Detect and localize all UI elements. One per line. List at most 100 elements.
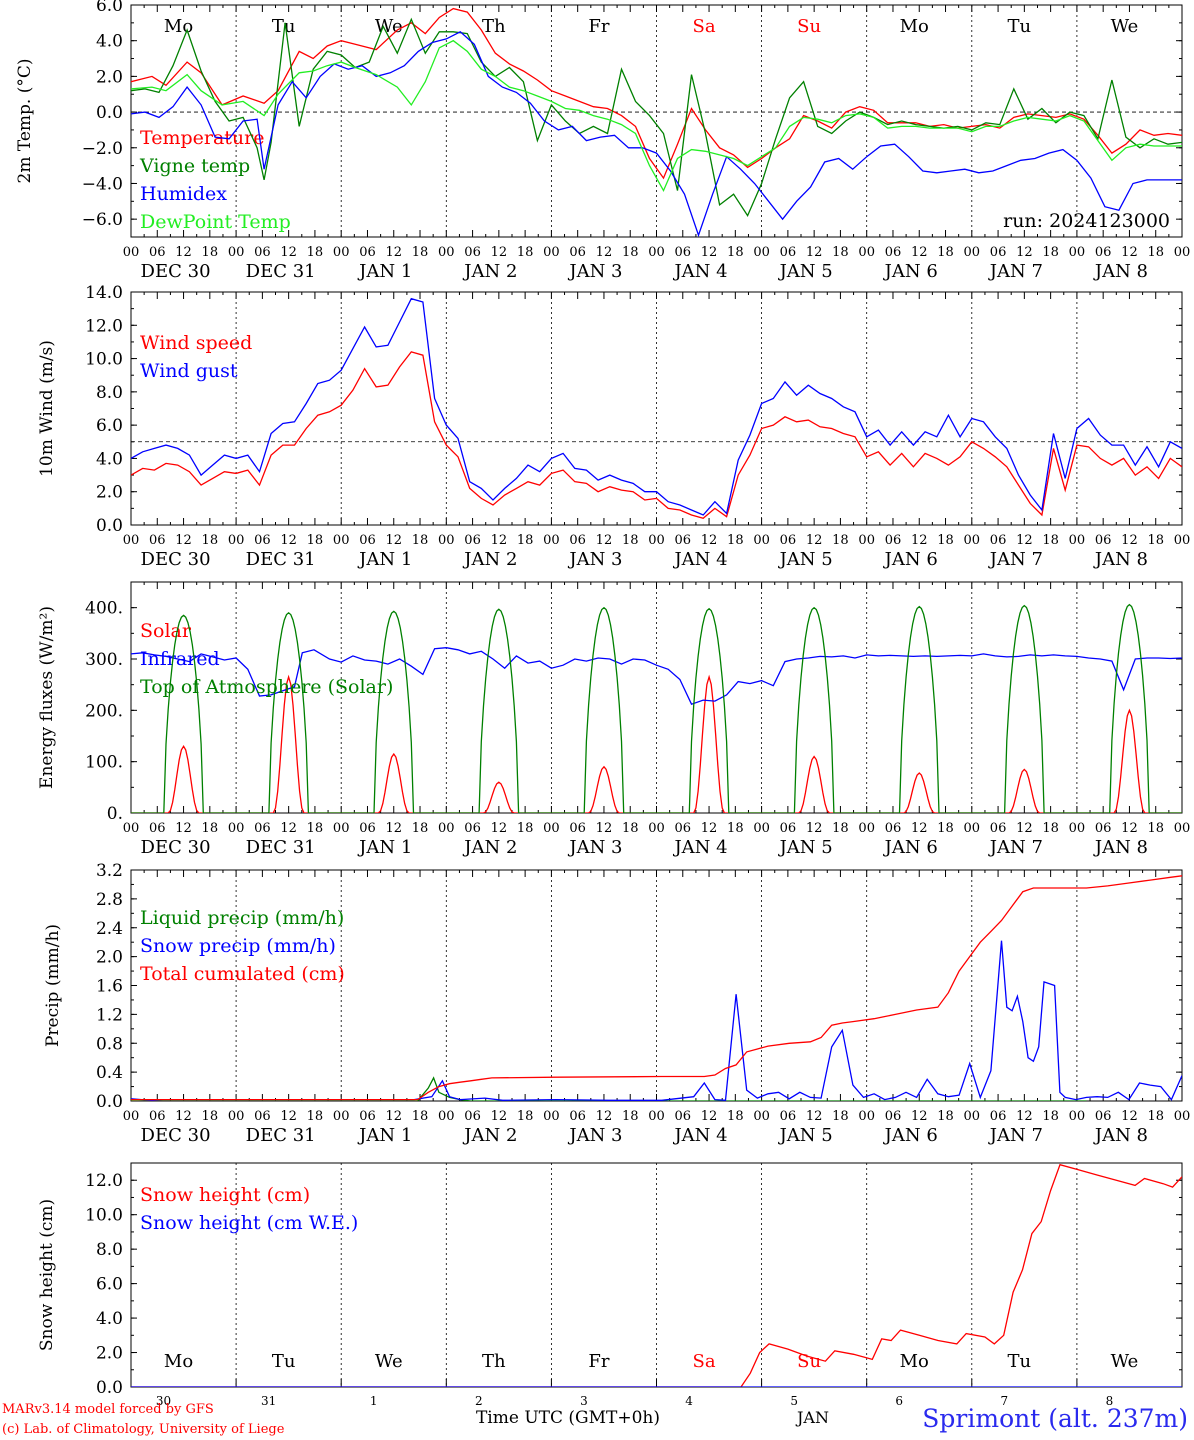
weekday-label: Sa (693, 1351, 716, 1372)
date-label: JAN 7 (988, 837, 1043, 858)
x-axis-label: Time UTC (GMT+0h) (476, 1408, 660, 1428)
hour-tick-label: 12 (806, 1109, 823, 1124)
hour-tick-label: 06 (254, 533, 271, 548)
hour-tick-label: 06 (885, 1109, 902, 1124)
hour-tick-label: 18 (727, 533, 744, 548)
hour-tick-label: 06 (464, 245, 481, 260)
hour-tick-label: 18 (727, 1109, 744, 1124)
date-label: JAN 3 (567, 837, 622, 858)
y-tick-label: 2.0 (96, 67, 123, 87)
date-label: JAN 2 (462, 1125, 517, 1146)
y-tick-label: 2.0 (96, 1344, 123, 1364)
hour-tick-label: 18 (832, 821, 849, 836)
hour-tick-label: 18 (1147, 533, 1164, 548)
hour-tick-label: 12 (911, 245, 928, 260)
series-line-total-cumulated-cm- (131, 875, 1182, 1101)
hour-tick-label: 00 (123, 1109, 140, 1124)
hour-tick-label: 06 (464, 533, 481, 548)
hour-tick-label: 12 (911, 533, 928, 548)
hour-tick-label: 00 (648, 533, 665, 548)
y-tick-label: 12.0 (85, 316, 123, 336)
lab-credit-text: (c) Lab. of Climatology, University of L… (2, 1422, 285, 1437)
hour-tick-label: 18 (1147, 821, 1164, 836)
hour-tick-label: 18 (1147, 1109, 1164, 1124)
weekday-label: Tu (1008, 16, 1032, 37)
date-label: JAN 6 (883, 1125, 938, 1146)
weekday-label: We (375, 16, 403, 37)
hour-tick-label: 12 (1016, 821, 1033, 836)
weekday-label: Tu (272, 16, 296, 37)
hour-tick-label: 00 (753, 1109, 770, 1124)
hour-tick-label: 18 (202, 821, 219, 836)
date-label: DEC 31 (246, 261, 316, 282)
hour-tick-label: 12 (280, 533, 297, 548)
y-tick-label: 4.0 (96, 1309, 123, 1329)
hour-tick-label: 06 (1095, 821, 1112, 836)
weekday-label: We (375, 1351, 403, 1372)
hour-tick-label: 12 (596, 1109, 613, 1124)
hour-tick-label: 06 (675, 533, 692, 548)
hour-tick-label: 12 (491, 1109, 508, 1124)
weekday-label: We (1111, 1351, 1139, 1372)
series-line-vigne-temp (131, 17, 1182, 217)
hour-tick-label: 00 (858, 1109, 875, 1124)
hour-tick-label: 00 (333, 245, 350, 260)
date-label: JAN 3 (567, 549, 622, 570)
legend-entry: Temperature (140, 127, 264, 149)
date-label: JAN 4 (672, 261, 727, 282)
hour-tick-label: 00 (438, 245, 455, 260)
hour-tick-label: 18 (412, 1109, 429, 1124)
date-label: JAN 1 (357, 837, 412, 858)
hour-tick-label: 18 (1042, 821, 1059, 836)
hour-tick-label: 12 (491, 533, 508, 548)
y-axis-label: 10m Wind (m/s) (37, 340, 57, 477)
series-line-snow-height-cm- (131, 1163, 1182, 1387)
hour-tick-label: 12 (806, 245, 823, 260)
hour-tick-label: 18 (412, 245, 429, 260)
series-line-humidex (131, 31, 1182, 237)
hour-tick-label: 18 (517, 1109, 534, 1124)
hour-tick-label: 06 (1095, 245, 1112, 260)
date-label: JAN 4 (672, 837, 727, 858)
y-tick-label: 4.0 (96, 449, 123, 469)
panels-group: 6.04.02.00.0−2.0−4.0−6.02m Temp. (°C)00 0… (15, 0, 1190, 1408)
hour-tick-label: 00 (438, 821, 455, 836)
date-label: JAN 1 (357, 549, 412, 570)
legend-entry: Total cumulated (cm) (140, 963, 345, 985)
hour-tick-label: 06 (254, 245, 271, 260)
legend-entry: Top of Atmosphere (Solar) (140, 676, 393, 698)
y-tick-label: 400. (85, 599, 123, 619)
hour-tick-label: 18 (1042, 1109, 1059, 1124)
hour-tick-label: 12 (175, 533, 192, 548)
y-axis-label: Snow height (cm) (37, 1199, 57, 1351)
hour-tick-label: 12 (1121, 245, 1138, 260)
date-label: JAN 6 (883, 549, 938, 570)
hour-tick-label: 18 (622, 1109, 639, 1124)
date-label: JAN 5 (778, 549, 833, 570)
hour-tick-label: 12 (385, 533, 402, 548)
y-tick-label: 4.0 (96, 32, 123, 52)
hour-tick-label: 18 (1042, 245, 1059, 260)
date-label: JAN 1 (357, 1125, 412, 1146)
weekday-label: Fr (588, 16, 609, 37)
hour-tick-label: 00 (228, 1109, 245, 1124)
y-tick-label: 2.0 (96, 483, 123, 503)
hour-tick-label: 00 (1174, 1109, 1191, 1124)
hour-tick-label: 00 (123, 533, 140, 548)
date-label: JAN 2 (462, 549, 517, 570)
hour-tick-label: 18 (832, 1109, 849, 1124)
hour-tick-label: 00 (753, 821, 770, 836)
hour-tick-label: 12 (701, 533, 718, 548)
hour-tick-label: 06 (885, 821, 902, 836)
hour-tick-label: 12 (1016, 533, 1033, 548)
hour-tick-label: 12 (280, 1109, 297, 1124)
hour-tick-label: 18 (937, 533, 954, 548)
hour-tick-label: 18 (412, 821, 429, 836)
y-tick-label: 0.0 (96, 1092, 123, 1112)
series-line-top-of-atmosphere-solar- (131, 603, 1182, 813)
weekday-label: Mo (900, 1351, 929, 1372)
day-number-label: 7 (1001, 1394, 1009, 1408)
hour-tick-label: 06 (990, 533, 1007, 548)
hour-tick-label: 00 (1174, 245, 1191, 260)
